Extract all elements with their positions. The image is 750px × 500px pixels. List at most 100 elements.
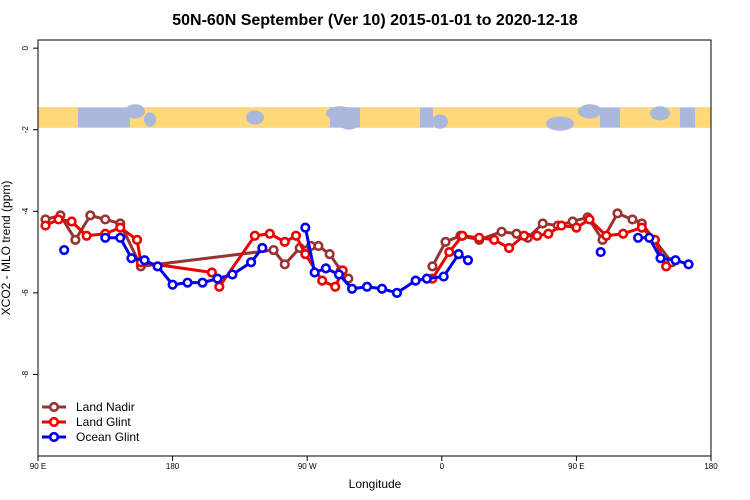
data-point: [85, 210, 96, 221]
data-point: [324, 249, 335, 260]
data-point: [376, 283, 388, 294]
data-point: [427, 261, 438, 272]
data-point: [453, 249, 464, 260]
y-tick-label: -6: [21, 289, 30, 297]
map-land: [433, 107, 600, 128]
legend-marker: [48, 416, 60, 428]
map-ocean: [339, 115, 359, 130]
data-point: [66, 216, 77, 227]
data-point: [81, 230, 92, 241]
data-point: [489, 234, 500, 245]
x-axis-label: Longitude: [349, 477, 402, 491]
data-point: [70, 234, 81, 245]
data-point: [290, 230, 302, 241]
data-point: [126, 253, 137, 264]
data-point: [618, 228, 629, 239]
data-point: [249, 230, 260, 241]
data-point: [655, 253, 666, 264]
legend-marker: [48, 431, 60, 443]
data-point: [627, 214, 638, 225]
data-point: [167, 279, 178, 290]
data-point: [182, 277, 193, 288]
data-point: [227, 269, 238, 280]
data-point: [683, 259, 694, 270]
data-point: [661, 261, 672, 272]
map-ocean: [92, 111, 108, 126]
series-ocean-glint: [59, 222, 694, 298]
data-point: [636, 222, 647, 233]
data-point: [612, 208, 623, 219]
map-ocean: [432, 114, 448, 129]
data-point: [438, 271, 449, 282]
data-point: [595, 246, 606, 258]
data-point: [317, 275, 328, 286]
data-point: [444, 246, 455, 258]
data-point: [131, 234, 143, 245]
chart-title: 50N-60N September (Ver 10) 2015-01-01 to…: [172, 12, 578, 29]
data-point: [264, 228, 275, 239]
data-point: [457, 230, 468, 241]
data-point: [100, 232, 111, 243]
map-ocean: [546, 116, 574, 131]
data-point: [532, 230, 543, 241]
data-point: [361, 281, 373, 292]
data-point: [268, 244, 279, 256]
data-point: [440, 236, 451, 247]
data-point: [139, 255, 150, 266]
data-point: [300, 249, 311, 260]
series-layer: [40, 208, 694, 298]
data-point: [320, 263, 331, 274]
data-point: [346, 283, 358, 294]
data-point: [257, 242, 268, 254]
data-point: [115, 232, 126, 243]
data-point: [644, 232, 655, 243]
x-tick-label: 180: [166, 462, 180, 471]
data-point: [300, 222, 311, 233]
map-ocean: [125, 104, 145, 119]
plot-frame: [37, 39, 712, 457]
data-point: [462, 255, 474, 266]
series-land-glint: [40, 214, 672, 292]
legend-label: Land Nadir: [76, 400, 135, 414]
y-axis-label: XCO2 - MLO trend (ppm): [0, 181, 13, 316]
x-tick-label: 90 W: [298, 462, 317, 471]
data-point: [537, 218, 548, 229]
map-ocean: [578, 104, 602, 119]
data-point: [410, 275, 421, 286]
map-ocean: [144, 112, 156, 127]
data-point: [279, 236, 290, 247]
y-tick-label: -4: [21, 207, 30, 215]
data-point: [152, 261, 163, 272]
legend-marker: [48, 401, 60, 413]
data-point: [330, 281, 341, 292]
data-point: [246, 257, 257, 268]
data-point: [309, 267, 320, 278]
data-point: [556, 220, 567, 231]
data-point: [474, 232, 485, 243]
data-point: [496, 226, 507, 237]
data-point: [571, 222, 582, 233]
y-tick-label: -8: [21, 370, 30, 378]
data-point: [333, 269, 345, 280]
map-ocean: [650, 106, 670, 121]
data-point: [601, 230, 612, 241]
data-point: [59, 244, 70, 256]
data-point: [421, 273, 432, 284]
x-tick-label: 180: [704, 462, 718, 471]
map-land: [38, 107, 78, 128]
x-tick-label: 90 E: [30, 462, 46, 471]
data-point: [206, 267, 217, 278]
data-point: [504, 242, 515, 254]
data-point: [40, 220, 51, 231]
y-tick-label: -2: [21, 126, 30, 134]
data-point: [214, 281, 225, 292]
data-point: [115, 222, 126, 233]
x-axis: 90 E 180 90 W 0 90 E 180: [30, 456, 718, 471]
map-ocean: [246, 110, 264, 125]
x-tick-label: 90 E: [568, 462, 584, 471]
data-point: [313, 240, 324, 252]
data-point: [53, 214, 64, 225]
